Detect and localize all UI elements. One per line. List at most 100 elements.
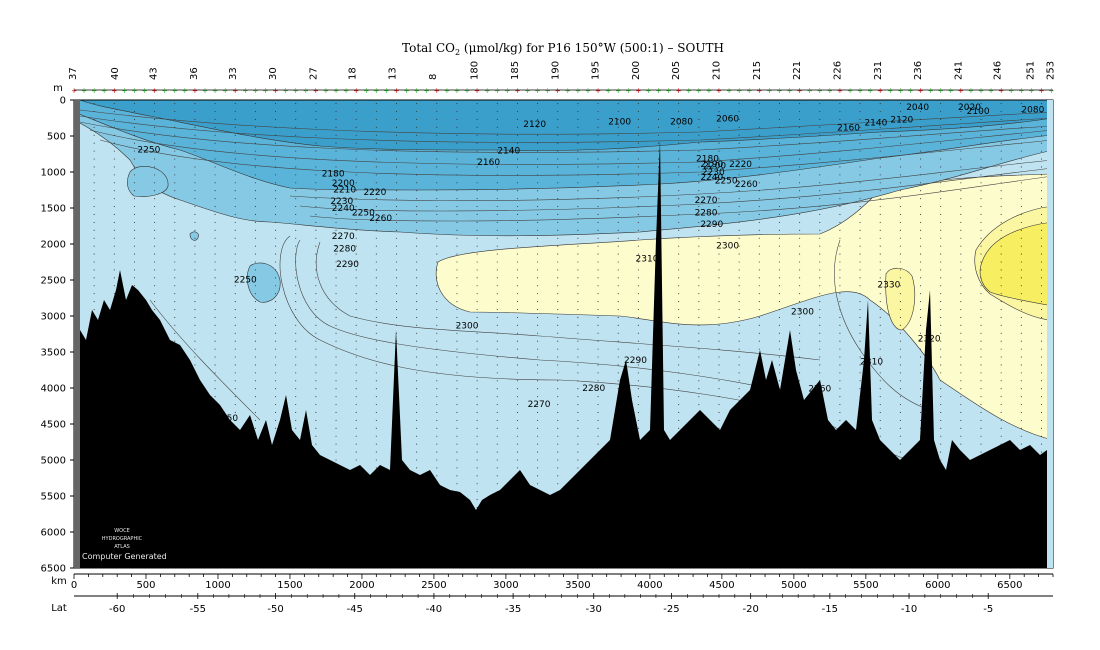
sample-point (254, 166, 256, 168)
sample-point (859, 301, 861, 303)
sample-point (1000, 261, 1002, 263)
sample-point (698, 285, 700, 287)
sample-point (476, 411, 478, 414)
sample-point (577, 332, 579, 334)
sample-point (698, 158, 700, 160)
sample-point (234, 324, 236, 326)
sample-point (214, 301, 216, 303)
sample-point (496, 206, 498, 208)
station-marker: + (555, 87, 561, 95)
sample-point (899, 221, 901, 223)
sample-point (577, 198, 579, 200)
station-marker: + (746, 87, 752, 95)
sample-point (234, 166, 236, 168)
sample-point (375, 221, 377, 223)
sample-point (980, 293, 982, 295)
sample-point (1020, 301, 1022, 303)
sample-point (1020, 110, 1022, 113)
sample-point (234, 277, 236, 279)
watermark-logo: WOCE HYDROGRAPHIC ATLAS (102, 528, 143, 550)
sample-point (93, 134, 95, 136)
sample-point (597, 253, 599, 255)
sample-point (154, 158, 156, 160)
sample-point (496, 372, 498, 374)
contour-label: 2180 (696, 154, 719, 164)
sample-point (738, 261, 740, 263)
contour-label: 2120 (890, 115, 913, 125)
sample-point (879, 380, 881, 382)
sample-point (758, 103, 760, 105)
sample-point (819, 206, 821, 208)
sample-point (940, 158, 942, 160)
sample-point (275, 229, 277, 231)
sample-point (476, 419, 478, 421)
sample-point (778, 301, 781, 303)
sample-point (557, 126, 559, 128)
sample-point (678, 118, 680, 120)
sample-point (375, 364, 377, 366)
sample-point (738, 182, 740, 184)
station-label: 180 (470, 61, 481, 80)
sample-point (93, 277, 95, 279)
sample-point (537, 388, 539, 390)
sample-point (879, 261, 881, 263)
sample-point (395, 134, 398, 136)
sample-point (1020, 142, 1022, 144)
sample-point (335, 427, 337, 429)
sample-point (718, 316, 720, 318)
sample-point (214, 285, 216, 287)
sample-point (375, 467, 377, 469)
sample-point (214, 142, 216, 144)
station-marker: + (736, 87, 742, 95)
sample-point (839, 253, 841, 255)
sample-point (476, 277, 478, 279)
sample-point (93, 221, 95, 223)
sample-point (315, 182, 317, 184)
sample-point (335, 174, 337, 176)
sample-point (436, 221, 438, 223)
sample-point (234, 221, 236, 223)
sample-point (879, 269, 881, 271)
sample-point (395, 285, 398, 287)
station-marker: + (545, 87, 551, 95)
station-marker: + (867, 87, 873, 95)
sample-point (537, 213, 539, 216)
sample-point (879, 126, 881, 128)
sample-point (738, 118, 740, 120)
station-marker: + (182, 87, 188, 95)
sample-point (133, 229, 136, 231)
sample-point (758, 134, 760, 136)
sample-point (1020, 269, 1022, 271)
sample-point (436, 166, 438, 168)
sample-point (940, 419, 942, 421)
sample-point (416, 340, 418, 342)
sample-point (819, 308, 821, 311)
sample-point (718, 103, 720, 105)
sample-point (174, 213, 176, 216)
sample-point (476, 198, 478, 200)
sample-point (1040, 301, 1043, 303)
sample-point (940, 396, 942, 398)
sample-point (93, 126, 95, 128)
sample-point (960, 301, 962, 303)
sample-point (617, 324, 619, 326)
sample-point (335, 221, 337, 223)
sample-point (678, 301, 680, 303)
sample-point (1040, 419, 1043, 421)
sample-point (637, 364, 639, 366)
sample-point (597, 356, 599, 358)
sample-point (960, 380, 962, 382)
sample-point (758, 174, 760, 176)
station-label: 33 (228, 67, 239, 80)
sample-point (577, 419, 579, 421)
sample-point (355, 229, 357, 231)
km-tick-label: 0 (71, 580, 77, 591)
sample-point (355, 404, 357, 406)
sample-point (819, 174, 821, 176)
sample-point (637, 253, 639, 255)
sample-point (436, 388, 438, 390)
sample-point (133, 166, 136, 168)
sample-point (496, 261, 498, 263)
sample-point (778, 356, 781, 358)
